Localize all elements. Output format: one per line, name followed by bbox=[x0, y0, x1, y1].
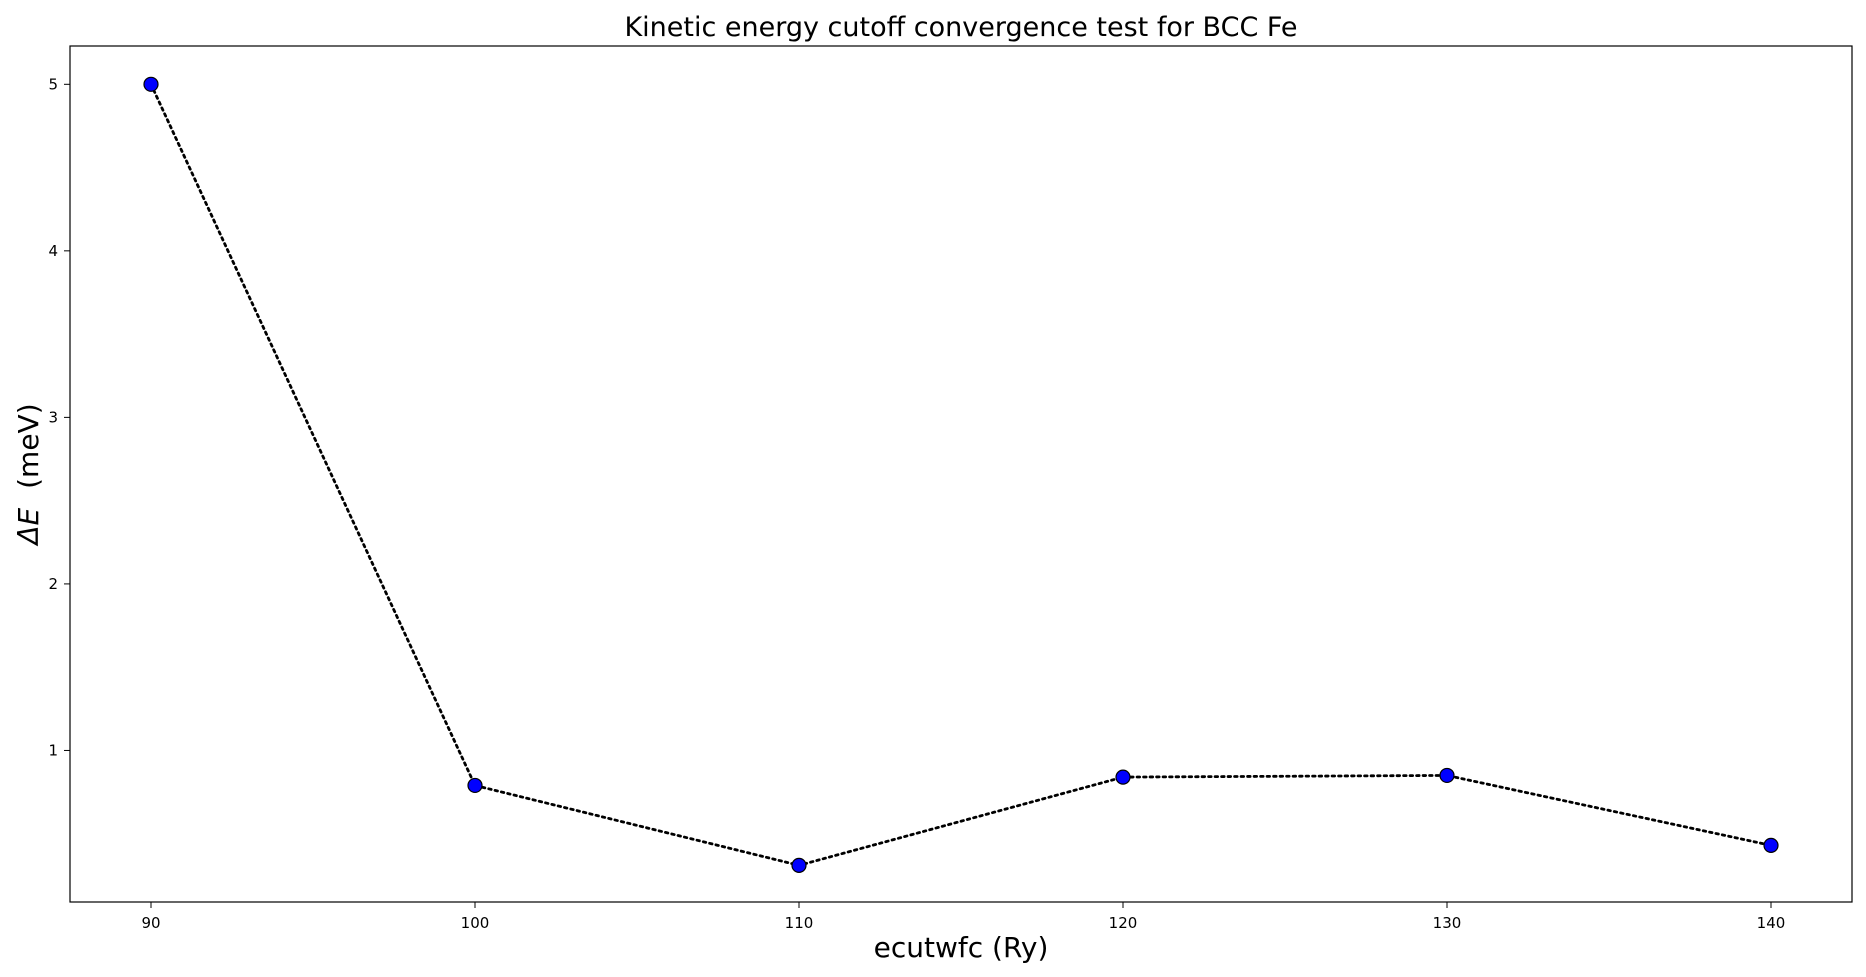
y-tick-label: 1 bbox=[48, 741, 58, 759]
y-axis-label: ΔE (meV) bbox=[12, 403, 45, 546]
x-tick-label: 120 bbox=[1109, 914, 1138, 932]
data-point bbox=[1439, 767, 1455, 784]
x-tick-label: 130 bbox=[1433, 914, 1462, 932]
data-point bbox=[1763, 837, 1779, 853]
y-tick-label: 5 bbox=[48, 75, 58, 93]
series-markers bbox=[143, 76, 1779, 873]
series-line bbox=[149, 82, 1773, 867]
y-tick-label: 3 bbox=[48, 408, 58, 426]
x-axis-label: ecutwfc (Ry) bbox=[874, 931, 1049, 964]
x-tick-label: 140 bbox=[1757, 914, 1786, 932]
y-axis: 1 2 3 4 5 bbox=[48, 75, 70, 759]
plot-frame bbox=[69, 45, 1853, 903]
x-tick-label: 90 bbox=[141, 914, 160, 932]
data-point bbox=[1115, 769, 1131, 785]
y-axis-label-unit: (meV) bbox=[12, 403, 45, 489]
x-tick-label: 110 bbox=[785, 914, 814, 932]
chart-title: Kinetic energy cutoff convergence test f… bbox=[624, 12, 1297, 43]
y-tick-label: 2 bbox=[48, 575, 58, 593]
y-tick-label: 4 bbox=[48, 242, 58, 260]
data-point bbox=[791, 857, 807, 873]
y-axis-label-symbol: ΔE bbox=[12, 507, 45, 546]
x-tick-label: 100 bbox=[461, 914, 490, 932]
data-point bbox=[467, 777, 483, 794]
x-axis: 90 100 110 120 130 140 bbox=[141, 902, 1785, 932]
data-point bbox=[143, 76, 159, 92]
